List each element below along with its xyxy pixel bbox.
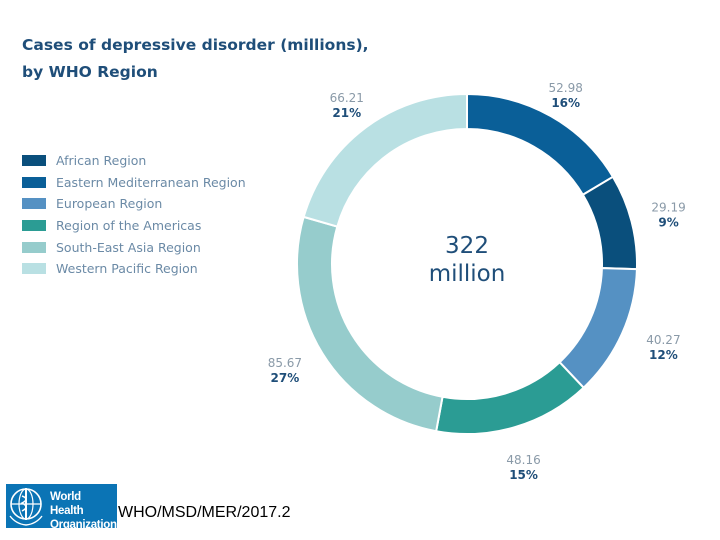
chart-legend: African Region Eastern Mediterranean Regi… — [22, 150, 246, 280]
slice-african-region — [581, 175, 638, 271]
slice-value-label: 29.19 — [651, 201, 685, 215]
document-code: WHO/MSD/MER/2017.2 — [118, 504, 291, 521]
logo-line-1: World Health — [50, 491, 84, 517]
slice-value-label: 52.98 — [549, 81, 583, 95]
slice-region-of-the-americas — [435, 360, 586, 435]
legend-item-european-region: European Region — [22, 193, 246, 215]
slice-value-label: 85.67 — [268, 356, 302, 370]
chart-title-line-2: by WHO Region — [22, 63, 158, 81]
slice-western-pacific-region — [302, 92, 468, 228]
slice-percent-label: 12% — [649, 348, 678, 362]
legend-swatch — [22, 176, 46, 188]
legend-swatch — [22, 220, 46, 232]
legend-item-south-east-asia-region: South-East Asia Region — [22, 236, 246, 258]
slice-value-label: 66.21 — [330, 91, 364, 105]
slice-percent-label: 21% — [332, 106, 361, 120]
chart-title-line-1: Cases of depressive disorder (millions), — [22, 36, 369, 54]
legend-swatch — [22, 263, 46, 275]
slice-value-label: 48.16 — [506, 453, 540, 467]
slice-percent-label: 27% — [271, 371, 300, 385]
center-total-unit: million — [429, 261, 506, 287]
chart-title: Cases of depressive disorder (millions),… — [22, 32, 369, 86]
legend-swatch — [22, 241, 46, 253]
slice-eastern-mediterranean-region — [466, 92, 615, 197]
slice-percent-label: 9% — [658, 216, 678, 230]
legend-label: African Region — [56, 153, 147, 169]
logo-line-2: Organization — [50, 519, 117, 531]
legend-item-region-of-the-americas: Region of the Americas — [22, 215, 246, 237]
legend-swatch — [22, 198, 46, 210]
legend-label: European Region — [56, 196, 163, 212]
who-emblem-icon — [9, 488, 43, 526]
legend-item-african-region: African Region — [22, 150, 246, 172]
who-logo-text: World Health Organization — [50, 490, 117, 532]
legend-swatch — [22, 155, 46, 167]
legend-label: Eastern Mediterranean Region — [56, 174, 246, 190]
slice-value-label: 40.27 — [646, 333, 680, 347]
legend-item-eastern-mediterranean-region: Eastern Mediterranean Region — [22, 172, 246, 194]
slice-percent-label: 16% — [551, 96, 580, 110]
who-logo: World Health Organization — [6, 484, 117, 531]
slice-south-east-asia-region — [296, 215, 444, 433]
legend-label: Western Pacific Region — [56, 261, 198, 277]
legend-label: South-East Asia Region — [56, 239, 201, 255]
legend-label: Region of the Americas — [56, 218, 202, 234]
legend-item-western-pacific-region: Western Pacific Region — [22, 258, 246, 280]
slice-percent-label: 15% — [509, 468, 538, 482]
center-total-value: 322 — [445, 233, 489, 259]
slice-european-region — [558, 267, 638, 390]
